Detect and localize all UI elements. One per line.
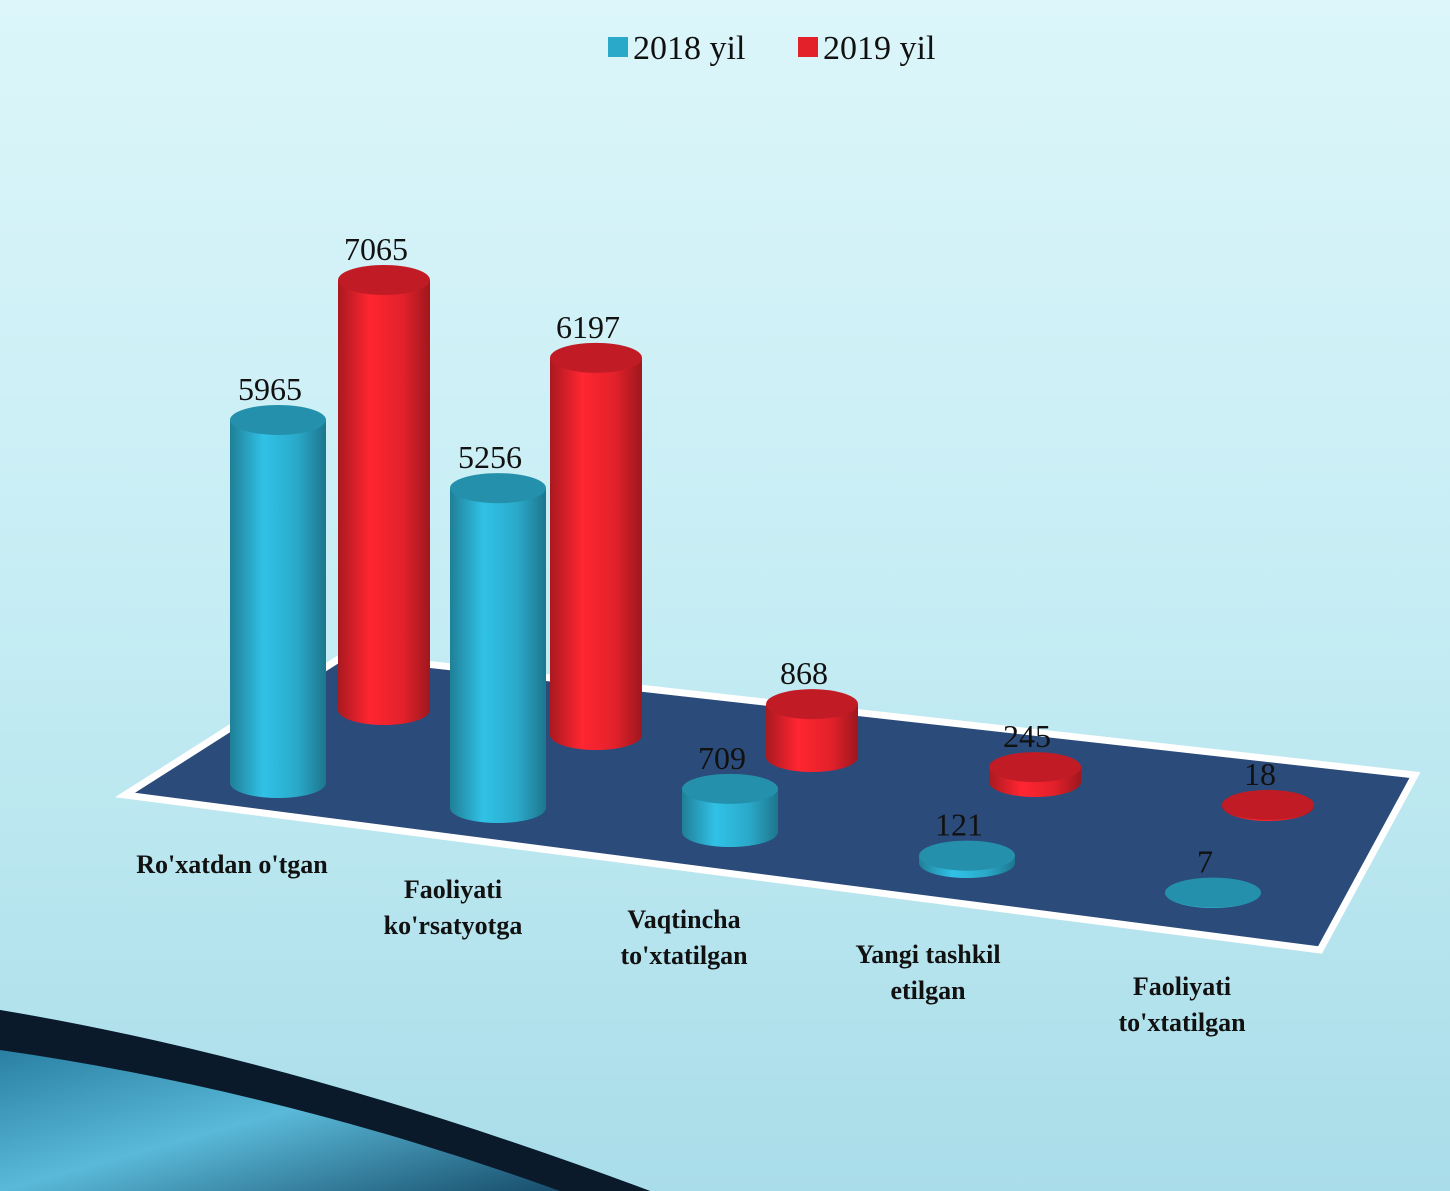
category-label: Yangi tashkil etilgan [855,940,1001,1005]
cylinder-top [919,840,1015,871]
cylinder [1222,789,1314,821]
cylinder-body [230,419,326,783]
cylinder-body [450,488,546,808]
legend-label: 2018 yil [633,30,745,67]
value-label: 5965 [238,371,302,407]
cylinder-top [230,404,326,435]
cylinder-top [1222,789,1314,820]
cylinder-top [766,689,858,720]
cylinder-body [550,357,642,735]
value-label: 868 [780,655,828,691]
legend-swatch [798,37,818,57]
cylinder [682,773,778,847]
cylinder [989,752,1081,797]
cylinder-top [1165,877,1261,908]
value-label: 121 [935,807,983,843]
value-label: 18 [1244,756,1276,792]
cylinder-top [550,342,642,373]
legend-swatch [608,37,628,57]
cylinder [450,473,546,823]
value-label: 7065 [344,231,408,267]
value-label: 245 [1003,718,1051,754]
cylinder-top [989,752,1081,783]
cylinder [550,342,642,750]
category-label: Ro'xatdan o'tgan [136,850,328,879]
cylinder-top [450,473,546,504]
category-label: Faoliyati ko'rsatyotga [383,875,523,940]
value-label: 7 [1197,844,1213,880]
value-label: 5256 [458,439,522,475]
value-label: 6197 [556,309,620,345]
cylinder [919,840,1015,878]
value-label: 709 [698,740,746,776]
category-label: Vaqtincha to'xtatilgan [620,905,748,970]
cylinder-top [338,265,430,295]
cylinder [1165,877,1261,908]
legend-label: 2019 yil [823,30,935,67]
cylinder-body [338,280,430,710]
cylinder [230,404,326,798]
cylinder [338,265,430,725]
category-label: Faoliyati to'xtatilgan [1118,972,1246,1037]
cylinder [766,689,858,772]
cylinder-top [682,773,778,804]
decor-swoosh-edge [0,1010,650,1191]
